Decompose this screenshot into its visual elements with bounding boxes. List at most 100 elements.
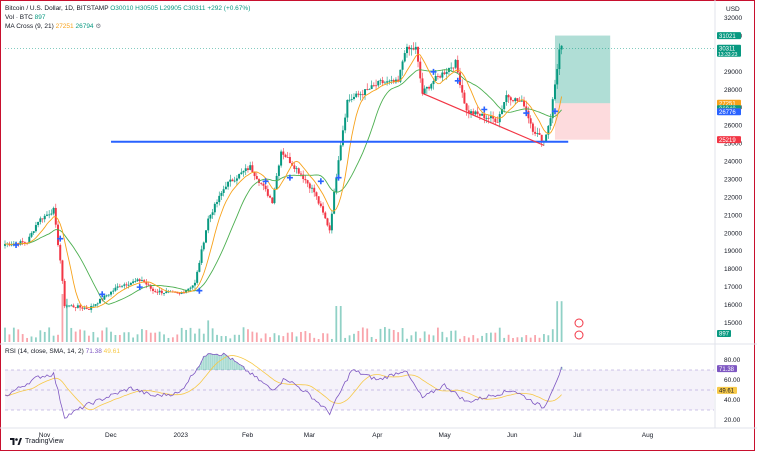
ma-cross-marker <box>335 174 342 181</box>
volume-bar <box>273 333 276 342</box>
candle-body <box>140 280 143 282</box>
volume-bar <box>463 336 466 342</box>
candle-body <box>364 89 367 95</box>
candle-body <box>43 215 46 220</box>
volume-bar <box>149 332 152 342</box>
ma-settings-icon[interactable]: ⚙ <box>95 23 102 30</box>
candle-body <box>165 291 168 294</box>
candle-body <box>52 207 55 214</box>
volume-bar <box>410 335 413 342</box>
volume-bar <box>490 332 492 342</box>
candle-body <box>160 290 163 294</box>
candle-body <box>246 168 249 170</box>
price-tick-label: 29000 <box>724 69 742 76</box>
candle-body <box>432 80 435 85</box>
candle-body <box>313 187 316 193</box>
time-axis-label: Nov <box>39 432 51 439</box>
volume-bar <box>220 336 223 342</box>
volume-bar <box>437 327 439 342</box>
candle-body <box>315 192 318 197</box>
candle-body <box>516 98 519 102</box>
volume-bar <box>366 328 369 342</box>
volume-bar <box>512 338 514 342</box>
candle-body <box>355 93 358 97</box>
candle-body <box>527 110 530 119</box>
candle-body <box>251 165 254 172</box>
candle-body <box>149 285 152 289</box>
candle-body <box>70 305 73 307</box>
time-axis-label: Apr <box>372 432 383 439</box>
time-axis-label: Jul <box>573 432 582 439</box>
rsi-ma-line <box>4 354 562 411</box>
ma-cross-marker <box>481 106 488 113</box>
candle-body <box>23 242 26 244</box>
candle-body <box>143 280 146 283</box>
volume-bar <box>467 337 470 342</box>
volume-bar <box>414 331 417 342</box>
candle-body <box>63 280 66 307</box>
ma-cross-marker <box>286 174 293 181</box>
candle-body <box>271 197 274 204</box>
alert-icon[interactable] <box>574 318 584 328</box>
tradingview-logo[interactable]: TradingView <box>10 438 64 445</box>
volume-bar <box>158 331 161 342</box>
candle-body <box>322 206 325 213</box>
rsi-badge-text: 49.61 <box>719 389 735 395</box>
price-tick-label: 19000 <box>724 248 742 255</box>
volume-bar <box>286 332 289 342</box>
volume-bar <box>423 331 426 342</box>
price-badge <box>717 108 741 116</box>
candle-body <box>68 305 71 307</box>
volume-bar <box>370 336 373 342</box>
candle-body <box>286 157 289 158</box>
rsi-legend: RSI (14, close, SMA, 14, 2) 71.38 49.61 <box>5 348 120 355</box>
candle-body <box>227 181 230 187</box>
candle-body <box>233 180 236 182</box>
candle-body <box>41 218 44 220</box>
price-badge-text: 25219 <box>719 138 736 144</box>
ma-cross-marker <box>99 291 106 298</box>
candle-body <box>30 232 33 237</box>
flag-icon[interactable] <box>574 330 584 340</box>
candle-body <box>235 178 238 181</box>
candle-body <box>375 85 378 87</box>
volume-bar <box>154 332 157 342</box>
candle-body <box>434 75 437 81</box>
volume-bar <box>180 327 183 342</box>
volume-bar <box>317 338 320 342</box>
candle-body <box>282 151 285 155</box>
candle-body <box>324 212 327 219</box>
candle-body <box>518 101 521 102</box>
candle-body <box>39 218 42 222</box>
volume-bar <box>538 337 541 342</box>
candle-body <box>213 203 216 213</box>
trend-line[interactable] <box>422 92 545 146</box>
long-position-stop-zone[interactable] <box>554 103 611 140</box>
volume-bar <box>127 332 130 342</box>
time-axis-label: 2023 <box>173 432 188 439</box>
candle-body <box>191 285 194 288</box>
volume-bar <box>330 338 333 342</box>
candle-body <box>383 82 386 84</box>
volume-bar <box>251 331 254 342</box>
price-tick-label: 28000 <box>724 87 742 94</box>
candle-body <box>94 304 97 306</box>
candle-body <box>439 76 442 78</box>
candle-body <box>147 284 150 286</box>
ma-cross-marker <box>196 287 203 294</box>
rsi-line <box>4 352 562 419</box>
long-position-profit-zone[interactable] <box>554 35 611 104</box>
candle-body <box>295 168 298 170</box>
time-axis-label: Jun <box>507 432 518 439</box>
candle-body <box>348 99 351 101</box>
volume-bar <box>432 335 435 342</box>
candle-body <box>381 80 384 84</box>
candle-body <box>273 189 276 204</box>
volume-bar <box>17 329 20 342</box>
volume-bar <box>520 337 523 342</box>
volume-bar <box>322 333 324 342</box>
time-axis-label: Dec <box>105 432 117 439</box>
candle-body <box>118 286 121 288</box>
